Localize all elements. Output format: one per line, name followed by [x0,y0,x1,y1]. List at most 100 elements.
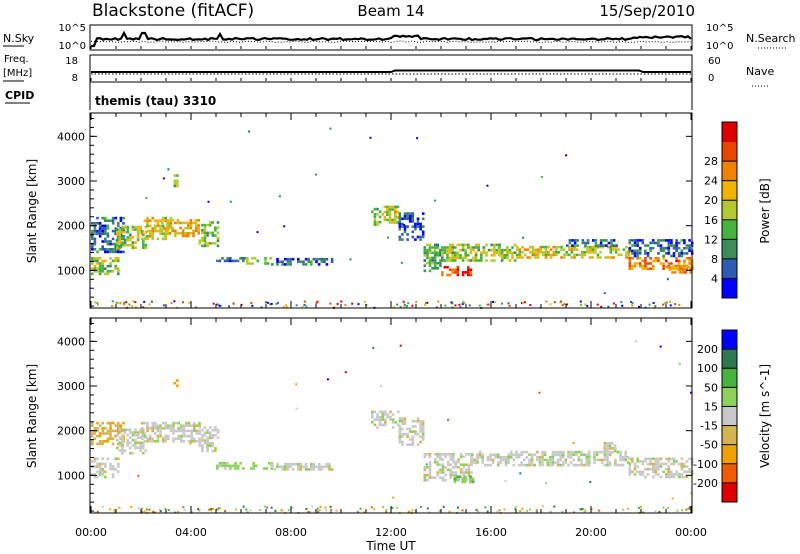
scatter-cell [446,259,449,262]
scatter-cell [141,232,144,235]
scatter-cell [148,229,152,233]
scatter-cell [646,262,650,265]
scatter-cell [406,238,409,241]
ytick-label: 3000 [57,380,85,393]
scatter-cell [386,415,390,419]
noise-cell [208,508,211,511]
scatter-cell [493,251,496,254]
scatter-cell [494,456,497,459]
scatter-cell [195,440,199,443]
scatter-cell [459,455,463,459]
scatter-cell [465,463,468,466]
scatter-cell [594,251,597,254]
scatter-cell [539,248,542,251]
scatter-cell [536,458,539,462]
scatter-cell [657,244,660,247]
scatter-cell [101,267,104,270]
scatter-cell [493,248,496,252]
scatter-cell [396,216,400,219]
scatter-cell [651,465,655,468]
scatter-cell [433,460,437,464]
scatter-cell [533,463,536,467]
scatter-cell [481,458,484,462]
scatter-cell [446,256,449,260]
scatter-cell [628,457,632,461]
scatter-cell [234,467,237,470]
noise-cell [336,303,339,305]
scatter-cell [93,465,97,468]
scatter-cell [174,229,177,232]
scatter-cell [431,259,434,262]
scatter-cell [194,226,198,230]
scatter-cell [667,475,671,479]
power-colorbar-swatch [722,122,737,143]
scatter-cell [560,256,563,259]
scatter-cell [396,205,400,209]
scatter-cell [117,272,120,276]
scatter-cell [376,426,379,429]
scatter-cell [391,218,394,222]
scatter-cell [203,244,207,248]
scatter-cell [104,462,107,466]
scatter-cell [284,468,287,471]
scatter-cell [398,220,402,223]
scatter-cell [156,427,160,430]
scatter-cell [654,473,658,476]
scatter-cell [376,220,379,224]
scatter-cell [454,246,457,249]
scatter-cell [214,426,217,429]
scatter-cell [98,222,102,225]
scatter-cell [506,248,509,252]
noise-cell [274,509,277,512]
scatter-cell [141,427,144,430]
scatter-cell [675,259,678,263]
scatter-cell [419,427,422,431]
scatter-cell [552,245,555,249]
scatter-cell [672,457,676,461]
scatter-cell [423,269,427,273]
scatter-cell [520,453,523,456]
scatter-cell [154,229,157,233]
velocity-colorbar-swatch [722,330,737,350]
scatter-cell [154,424,157,427]
scatter-cell [456,478,459,481]
scatter-cell [580,458,583,462]
scatter-cell [575,248,579,251]
scatter-cell [189,221,193,225]
scatter-cell [401,427,404,431]
scatter-cell [525,456,529,459]
scatter-cell [401,222,404,226]
scatter-cell [134,433,137,437]
power-colorbar-tick-label: 20 [704,194,718,207]
scatter-cell [96,259,99,263]
freq-tick-bottom: 8 [72,73,78,84]
noise-cell [164,507,167,510]
scatter-cell [504,456,508,459]
scatter-cell [570,251,574,254]
scatter-cell [201,439,204,442]
noise-cell [435,306,438,309]
scatter-cell [114,245,117,248]
scatter-cell [538,461,542,464]
scatter-cell [467,265,470,269]
scatter-cell [419,227,422,231]
scatter-cell [156,424,160,427]
scatter-cell [467,463,471,466]
scatter-cell [416,443,420,446]
scatter-cell [416,222,420,226]
scatter-cell [393,208,397,211]
scatter-cell [526,248,529,251]
scatter-cell [169,224,173,228]
scatter-cell [181,221,185,225]
scatter-cell [406,214,409,218]
scatter-cell [628,257,632,260]
scatter-cell [416,217,420,221]
noise-cell [285,306,288,309]
scatter-cell [443,246,447,249]
scatter-cell [493,246,496,249]
power-colorbar-swatch [722,200,737,221]
outlier-cell [137,474,140,477]
scatter-cell [606,458,609,462]
cpid-value: themis (tau) 3310 [95,94,216,108]
scatter-cell [530,456,534,459]
